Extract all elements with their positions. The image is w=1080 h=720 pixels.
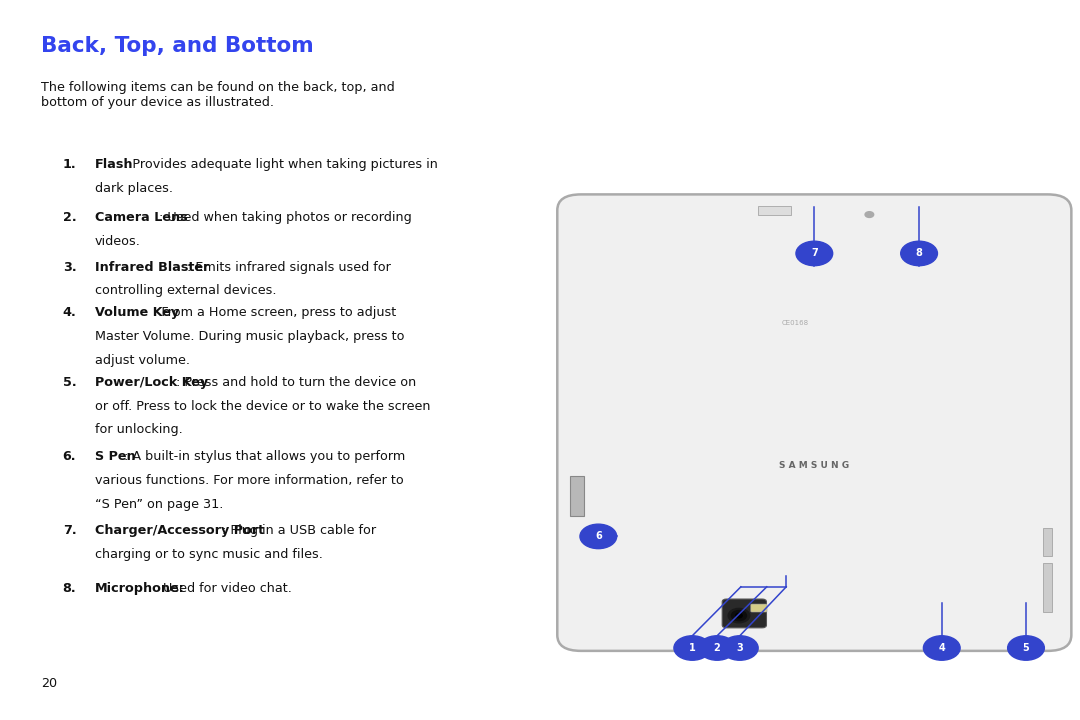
Circle shape	[865, 212, 874, 217]
Text: S Pen: S Pen	[95, 450, 136, 463]
Text: : Provides adequate light when taking pictures in: : Provides adequate light when taking pi…	[124, 158, 437, 171]
Text: “S Pen” on page 31.: “S Pen” on page 31.	[95, 498, 224, 510]
Text: 6: 6	[595, 531, 602, 541]
Text: Master Volume. During music playback, press to: Master Volume. During music playback, pr…	[95, 330, 405, 343]
Bar	[1043, 563, 1052, 612]
Text: 1.: 1.	[63, 158, 77, 171]
Text: Back, Top, and Bottom: Back, Top, and Bottom	[41, 36, 314, 56]
Text: CE0168: CE0168	[782, 320, 809, 326]
Text: The following items can be found on the back, top, and
bottom of your device as : The following items can be found on the …	[41, 81, 395, 109]
Text: 6.: 6.	[63, 450, 76, 463]
Text: 3.: 3.	[63, 261, 77, 274]
Text: charging or to sync music and files.: charging or to sync music and files.	[95, 548, 323, 561]
Text: S A M S U N G: S A M S U N G	[780, 461, 849, 469]
Text: Used for video chat.: Used for video chat.	[159, 582, 292, 595]
Text: 3: 3	[737, 643, 743, 653]
Text: Flash: Flash	[95, 158, 134, 171]
Text: Charger/Accessory Port: Charger/Accessory Port	[95, 524, 265, 537]
Text: : Press and hold to turn the device on: : Press and hold to turn the device on	[176, 376, 416, 389]
Text: Camera Lens: Camera Lens	[95, 211, 188, 224]
Circle shape	[735, 613, 742, 618]
Text: : From a Home screen, press to adjust: : From a Home screen, press to adjust	[153, 306, 396, 319]
Text: 4.: 4.	[63, 306, 77, 319]
FancyBboxPatch shape	[723, 599, 767, 628]
Text: 8.: 8.	[63, 582, 77, 595]
Text: videos.: videos.	[95, 235, 140, 248]
Text: 2: 2	[714, 643, 720, 653]
Bar	[758, 206, 791, 215]
FancyBboxPatch shape	[751, 604, 767, 612]
Text: Microphone:: Microphone:	[95, 582, 185, 595]
Text: : A built-in stylus that allows you to perform: : A built-in stylus that allows you to p…	[124, 450, 405, 463]
Text: 8: 8	[916, 248, 922, 258]
Text: : Used when taking photos or recording: : Used when taking photos or recording	[159, 211, 411, 224]
Bar	[1043, 528, 1052, 557]
Text: dark places.: dark places.	[95, 182, 173, 195]
Text: : Emits infrared signals used for: : Emits infrared signals used for	[188, 261, 391, 274]
Text: 7: 7	[811, 248, 818, 258]
Circle shape	[728, 608, 750, 623]
Text: or off. Press to lock the device or to wake the screen: or off. Press to lock the device or to w…	[95, 400, 431, 413]
Circle shape	[580, 524, 617, 549]
Text: controlling external devices.: controlling external devices.	[95, 284, 276, 297]
Text: various functions. For more information, refer to: various functions. For more information,…	[95, 474, 404, 487]
FancyBboxPatch shape	[557, 194, 1071, 651]
Text: 5.: 5.	[63, 376, 77, 389]
Text: 5: 5	[1023, 643, 1029, 653]
Text: Infrared Blaster: Infrared Blaster	[95, 261, 210, 274]
Text: 4: 4	[939, 643, 945, 653]
Circle shape	[901, 241, 937, 266]
Text: Volume Key: Volume Key	[95, 306, 179, 319]
Circle shape	[731, 611, 746, 621]
Circle shape	[1008, 636, 1044, 660]
Bar	[570, 477, 584, 516]
Text: 7.: 7.	[63, 524, 77, 537]
Text: Power/Lock Key: Power/Lock Key	[95, 376, 208, 389]
Text: for unlocking.: for unlocking.	[95, 423, 183, 436]
Circle shape	[796, 241, 833, 266]
Circle shape	[674, 636, 711, 660]
Circle shape	[721, 636, 758, 660]
Text: 20: 20	[41, 677, 57, 690]
Text: 2.: 2.	[63, 211, 77, 224]
Circle shape	[699, 636, 735, 660]
Circle shape	[923, 636, 960, 660]
Text: adjust volume.: adjust volume.	[95, 354, 190, 366]
Text: : Plug in a USB cable for: : Plug in a USB cable for	[222, 524, 376, 537]
Text: 1: 1	[689, 643, 696, 653]
